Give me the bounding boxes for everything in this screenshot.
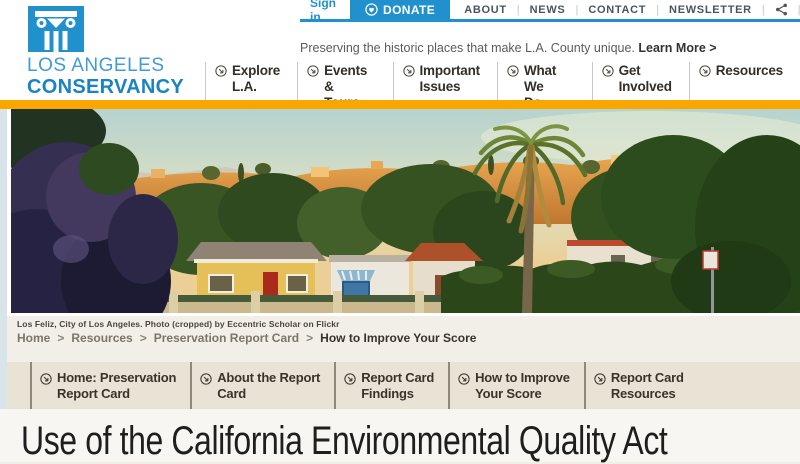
nav-label-line1: Explore	[232, 63, 281, 78]
arrow-circle-icon	[601, 65, 614, 77]
section-nav-findings[interactable]: Report Card Findings	[334, 362, 448, 409]
section-nav-label-line1: Home: Preservation	[57, 369, 177, 385]
section-nav-improve-score[interactable]: How to Improve Your Score	[448, 362, 584, 409]
los-feliz-photo-illustration	[11, 109, 800, 313]
nav-item-explore-la[interactable]: Explore L.A.	[205, 62, 297, 112]
sign-in-link[interactable]: Sign in	[310, 0, 336, 24]
accent-divider-bar	[0, 100, 800, 109]
section-nav-resources[interactable]: Report Card Resources	[583, 362, 698, 409]
content-area: Use of the California Environmental Qual…	[0, 409, 800, 463]
nav-item-resources[interactable]: Resources	[688, 62, 800, 112]
breadcrumb-resources[interactable]: Resources	[71, 331, 133, 345]
share-icon[interactable]	[775, 3, 788, 16]
site-logo[interactable]: LOS ANGELES CONSERVANCY	[27, 56, 184, 97]
utility-link-newsletter[interactable]: NEWSLETTER	[669, 3, 752, 16]
utility-separator: |	[656, 3, 660, 16]
logo-line1: LOS ANGELES	[27, 55, 165, 76]
nav-item-important-issues[interactable]: Important Issues	[392, 62, 497, 112]
report-card-section-nav: Home: Preservation Report Card About the …	[7, 362, 800, 409]
conservancy-column-logo-icon[interactable]	[28, 6, 84, 52]
page-left-margin	[0, 109, 7, 462]
site-tagline: Preserving the historic places that make…	[300, 41, 717, 55]
section-nav-label-line2: Your Score	[475, 385, 542, 401]
learn-more-link[interactable]: Learn More >	[638, 41, 717, 55]
section-nav-label-line1: How to Improve	[475, 369, 570, 385]
arrow-circle-icon	[699, 65, 711, 77]
nav-label-line2: Issues	[419, 79, 461, 94]
section-nav-label-line1: Report Card	[361, 369, 435, 385]
utility-link-news[interactable]: NEWS	[529, 3, 566, 16]
photo-caption: Los Feliz, City of Los Angeles. Photo (c…	[17, 319, 340, 329]
nav-label-line2: Involved	[618, 79, 672, 94]
section-nav-label-line2: Resources	[610, 385, 676, 401]
breadcrumb-separator: >	[57, 331, 65, 345]
breadcrumb: Home > Resources > Preservation Report C…	[17, 331, 476, 345]
donate-label: DONATE	[383, 2, 436, 17]
hero-photo	[7, 109, 800, 316]
arrow-circle-icon	[458, 372, 470, 385]
heart-circle-icon	[365, 3, 378, 16]
logo-line2: CONSERVANCY	[27, 76, 185, 98]
section-nav-label-line2: Report Card	[57, 385, 130, 401]
nav-label-line2: L.A.	[232, 79, 257, 94]
tagline-text: Preserving the historic places that make…	[300, 41, 635, 55]
nav-label-line1: Events &	[324, 63, 368, 94]
nav-label-line1: Get	[618, 63, 641, 78]
utility-nav: Sign in DONATE ABOUT | NEWS | CONTACT | …	[300, 0, 800, 24]
breadcrumb-report-card[interactable]: Preservation Report Card	[153, 331, 300, 345]
section-nav-home[interactable]: Home: Preservation Report Card	[30, 362, 190, 409]
utility-link-contact[interactable]: CONTACT	[588, 3, 647, 16]
arrow-circle-icon	[594, 372, 606, 385]
utility-separator: |	[761, 3, 765, 16]
arrow-circle-icon	[307, 65, 319, 77]
arrow-circle-icon	[40, 372, 52, 385]
nav-item-get-involved[interactable]: Get Involved	[591, 62, 689, 112]
nav-label-line1: What We	[523, 63, 557, 94]
arrow-circle-icon	[402, 65, 415, 77]
nav-label-line1: Resources	[715, 63, 783, 78]
utility-separator: |	[797, 3, 800, 16]
arrow-circle-icon	[215, 65, 227, 77]
utility-separator: |	[575, 3, 579, 16]
section-nav-about[interactable]: About the Report Card	[190, 362, 334, 409]
breadcrumb-separator: >	[306, 331, 314, 345]
section-nav-label-line2: Card	[217, 385, 247, 401]
breadcrumb-current: How to Improve Your Score	[320, 331, 477, 345]
arrow-circle-icon	[344, 372, 356, 385]
arrow-circle-icon	[200, 372, 212, 385]
breadcrumb-home[interactable]: Home	[17, 331, 51, 345]
arrow-circle-icon	[507, 65, 519, 77]
section-nav-label-line2: Findings	[361, 385, 414, 401]
utility-link-about[interactable]: ABOUT	[464, 3, 507, 16]
nav-label-line1: Important	[419, 63, 481, 78]
utility-separator: |	[516, 3, 520, 16]
section-nav-label-line1: About the Report	[217, 369, 321, 385]
donate-button[interactable]: DONATE	[350, 0, 451, 19]
section-nav-label-line1: Report Card	[610, 369, 684, 385]
breadcrumb-separator: >	[139, 331, 147, 345]
utility-links: ABOUT | NEWS | CONTACT | NEWSLETTER | |	[464, 3, 800, 16]
page-title: Use of the California Environmental Qual…	[21, 419, 668, 463]
site-header: LOS ANGELES CONSERVANCY Sign in DONATE A…	[0, 0, 800, 112]
